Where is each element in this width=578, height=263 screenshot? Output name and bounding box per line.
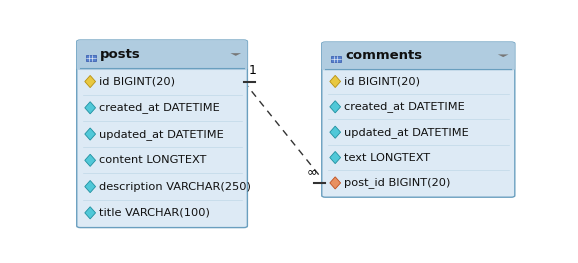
Polygon shape (330, 177, 340, 189)
Text: content LONGTEXT: content LONGTEXT (99, 155, 206, 165)
Bar (86, 55, 95, 61)
Bar (331, 56, 340, 62)
Text: updated_at DATETIME: updated_at DATETIME (99, 129, 224, 139)
Text: ∞: ∞ (307, 165, 317, 178)
Text: created_at DATETIME: created_at DATETIME (99, 102, 220, 113)
Bar (325, 59, 511, 69)
FancyBboxPatch shape (77, 40, 247, 70)
Text: posts: posts (100, 48, 141, 61)
Polygon shape (85, 128, 95, 140)
Text: 1: 1 (249, 64, 257, 77)
Polygon shape (85, 154, 95, 166)
Text: id BIGINT(20): id BIGINT(20) (344, 77, 420, 87)
Polygon shape (85, 180, 95, 193)
Text: text LONGTEXT: text LONGTEXT (344, 153, 430, 163)
Polygon shape (330, 75, 340, 88)
Text: updated_at DATETIME: updated_at DATETIME (344, 127, 469, 138)
Text: description VARCHAR(250): description VARCHAR(250) (99, 181, 251, 191)
Polygon shape (330, 126, 340, 138)
Polygon shape (330, 101, 340, 113)
FancyBboxPatch shape (77, 40, 247, 227)
Text: comments: comments (345, 49, 422, 62)
Text: post_id BIGINT(20): post_id BIGINT(20) (344, 178, 450, 188)
Polygon shape (85, 102, 95, 114)
Polygon shape (85, 75, 95, 88)
Text: created_at DATETIME: created_at DATETIME (344, 101, 465, 112)
Polygon shape (498, 54, 509, 57)
FancyBboxPatch shape (322, 42, 515, 70)
Bar (80, 58, 244, 68)
Text: id BIGINT(20): id BIGINT(20) (99, 77, 175, 87)
Text: title VARCHAR(100): title VARCHAR(100) (99, 208, 210, 218)
Polygon shape (231, 53, 241, 56)
FancyBboxPatch shape (322, 42, 515, 197)
Polygon shape (330, 151, 340, 164)
Polygon shape (85, 207, 95, 219)
